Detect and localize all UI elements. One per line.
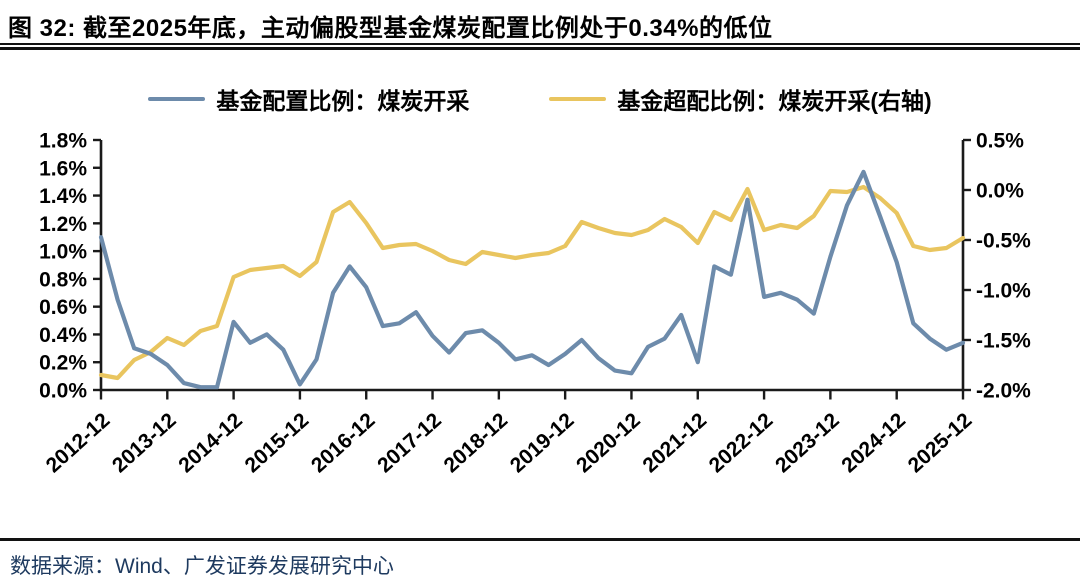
y-axis-left-label: 1.8% (39, 130, 87, 153)
x-axis-label: 2017-12 (373, 409, 446, 478)
overweight-ratio-line (98, 184, 966, 381)
x-axis-label: 2024-12 (837, 409, 910, 478)
y-axis-right-label: 0.5% (976, 130, 1024, 153)
allocation-ratio-line (98, 169, 966, 390)
allocation-line-swatch (148, 96, 206, 102)
y-axis-left-label: 1.2% (39, 213, 87, 236)
x-axis-label: 2014-12 (174, 409, 247, 478)
x-axis-label: 2015-12 (241, 409, 314, 478)
legend-label-allocation: 基金配置比例：煤炭开采 (216, 88, 470, 114)
legend-label-overweight: 基金超配比例：煤炭开采(右轴) (617, 88, 932, 114)
figure-title: 图 32: 截至2025年底，主动偏股型基金煤炭配置比例处于0.34%的低位 (8, 15, 773, 42)
y-axis-left-label: 1.0% (39, 241, 87, 264)
x-axis-label: 2016-12 (307, 409, 380, 478)
x-axis-label: 2023-12 (771, 409, 844, 478)
y-axis-left-label: 1.4% (39, 185, 87, 208)
y-axis-right-label: -0.5% (976, 230, 1031, 253)
axis-frame (99, 140, 965, 392)
y-axis-right: 0.5% 0.0% -0.5% -1.0% -1.5% -2.0% (963, 130, 1031, 403)
y-axis-left-label: 0.4% (39, 324, 87, 347)
y-axis-right-label: 0.0% (976, 180, 1024, 203)
y-axis-right-label: -2.0% (976, 380, 1031, 403)
overweight-line-swatch (549, 96, 607, 102)
legend-item-overweight: 基金超配比例：煤炭开采(右轴) (549, 82, 932, 116)
y-axis-left-label: 0.2% (39, 352, 87, 375)
x-axis-label: 2020-12 (572, 409, 645, 478)
title-divider-rule (0, 43, 1080, 50)
data-source-text: 数据来源：Wind、广发证券发展研究中心 (10, 555, 394, 578)
y-axis-right-label: -1.5% (976, 330, 1031, 353)
x-axis: 2012-122013-122014-122015-122016-122017-… (42, 390, 977, 478)
y-axis-left-label: 0.6% (39, 296, 87, 319)
y-axis-left: 1.8% 1.6% 1.4% 1.2% 1.0% 0.8% 0.6% 0.4% 0.2% 0.0% (39, 130, 101, 403)
x-axis-label: 2019-12 (506, 409, 579, 478)
x-axis-label: 2025-12 (904, 409, 977, 478)
x-axis-label: 2018-12 (440, 409, 513, 478)
y-axis-left-label: 0.0% (39, 380, 87, 403)
legend-item-allocation: 基金配置比例：煤炭开采 (148, 82, 469, 116)
y-axis-left-label: 0.8% (39, 268, 87, 291)
x-axis-label: 2012-12 (42, 409, 115, 478)
x-axis-label: 2022-12 (705, 409, 778, 478)
dual-axis-line-chart: 1.8% 1.6% 1.4% 1.2% 1.0% 0.8% 0.6% 0.4% 0.2% 0.0%… (39, 130, 1031, 478)
y-axis-left-label: 1.6% (39, 157, 87, 180)
y-axis-right-label: -1.0% (976, 280, 1031, 303)
x-axis-label: 2021-12 (638, 409, 711, 478)
x-axis-label: 2013-12 (108, 409, 181, 478)
footer-divider-rule (0, 538, 1080, 541)
chart-legend: 基金配置比例：煤炭开采 基金超配比例：煤炭开采(右轴) (0, 82, 1080, 116)
